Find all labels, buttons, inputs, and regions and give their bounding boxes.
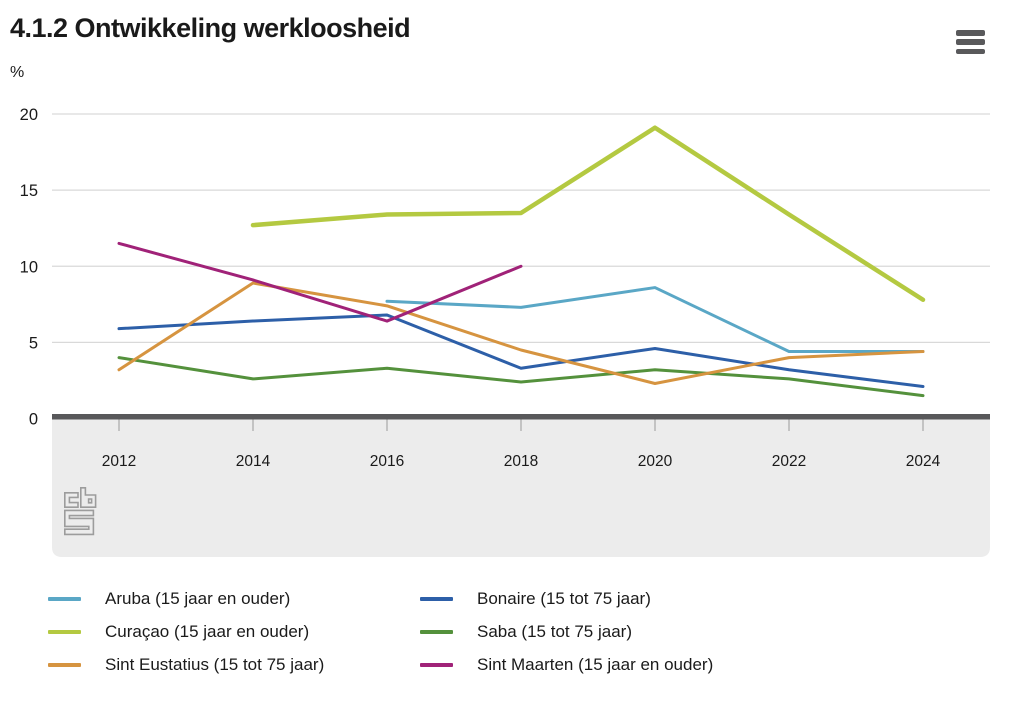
line-chart: 0 5 10 15 20 2012 2014 2016 2018 2020 2022 2024 xyxy=(20,106,990,557)
legend-swatch-saba xyxy=(420,630,453,634)
hamburger-icon xyxy=(956,39,985,45)
legend-label: Aruba (15 jaar en ouder) xyxy=(105,589,291,608)
y-axis-unit: % xyxy=(10,64,25,81)
line-bonaire xyxy=(117,313,925,389)
y-tick-label: 15 xyxy=(20,182,38,200)
legend-item-bonaire: Bonaire (15 tot 75 jaar) xyxy=(420,589,713,608)
chart-title: 4.1.2 Ontwikkeling werkloosheid xyxy=(10,13,411,43)
cbs-logo-c xyxy=(64,492,79,508)
legend-swatch-aruba xyxy=(48,597,81,601)
legend-label: Sint Maarten (15 jaar en ouder) xyxy=(477,655,714,674)
x-tick-label: 2024 xyxy=(906,453,941,470)
x-tick-label: 2016 xyxy=(370,453,404,470)
legend-label: Bonaire (15 tot 75 jaar) xyxy=(477,589,651,608)
cbs-logo xyxy=(64,487,97,536)
line-aruba xyxy=(385,286,925,354)
legend-item-sint-eustatius: Sint Eustatius (15 tot 75 jaar) xyxy=(48,655,420,674)
y-tick-label: 10 xyxy=(20,258,38,276)
y-tick-label: 20 xyxy=(20,106,38,124)
legend-swatch-sint-eustatius xyxy=(48,663,81,667)
line-sint-maarten xyxy=(117,241,523,323)
legend-label: Curaçao (15 jaar en ouder) xyxy=(105,622,310,641)
x-axis-line xyxy=(52,414,990,420)
y-tick-label: 5 xyxy=(29,334,38,352)
hamburger-icon xyxy=(956,48,985,54)
x-tick-label: 2014 xyxy=(236,453,271,470)
y-tick-label: 0 xyxy=(29,411,38,429)
line-sint-eustatius xyxy=(117,281,925,385)
x-tick-label: 2018 xyxy=(504,453,538,470)
x-tick-label: 2012 xyxy=(102,453,136,470)
line-curacao xyxy=(250,125,926,302)
x-tick-label: 2020 xyxy=(638,453,673,470)
legend-item-curacao: Curaçao (15 jaar en ouder) xyxy=(48,622,420,641)
legend-swatch-sint-maarten xyxy=(420,663,453,667)
hamburger-icon xyxy=(956,30,985,36)
legend-item-saba: Saba (15 tot 75 jaar) xyxy=(420,622,713,641)
x-tick-label: 2022 xyxy=(772,453,806,470)
x-axis-band xyxy=(52,419,990,557)
legend: Aruba (15 jaar en ouder) Bonaire (15 tot … xyxy=(48,589,714,674)
legend-label: Saba (15 tot 75 jaar) xyxy=(477,622,632,641)
legend-item-aruba: Aruba (15 jaar en ouder) xyxy=(48,589,420,608)
legend-swatch-curacao xyxy=(48,630,81,634)
legend-swatch-bonaire xyxy=(420,597,453,601)
legend-label: Sint Eustatius (15 tot 75 jaar) xyxy=(105,655,325,674)
chart-menu-button[interactable] xyxy=(956,30,985,54)
line-saba xyxy=(117,356,925,398)
cbs-logo-b xyxy=(80,487,97,508)
cbs-logo-b-hole xyxy=(87,498,93,504)
legend-item-sint-maarten: Sint Maarten (15 jaar en ouder) xyxy=(420,655,714,674)
cbs-logo-s xyxy=(64,509,95,536)
